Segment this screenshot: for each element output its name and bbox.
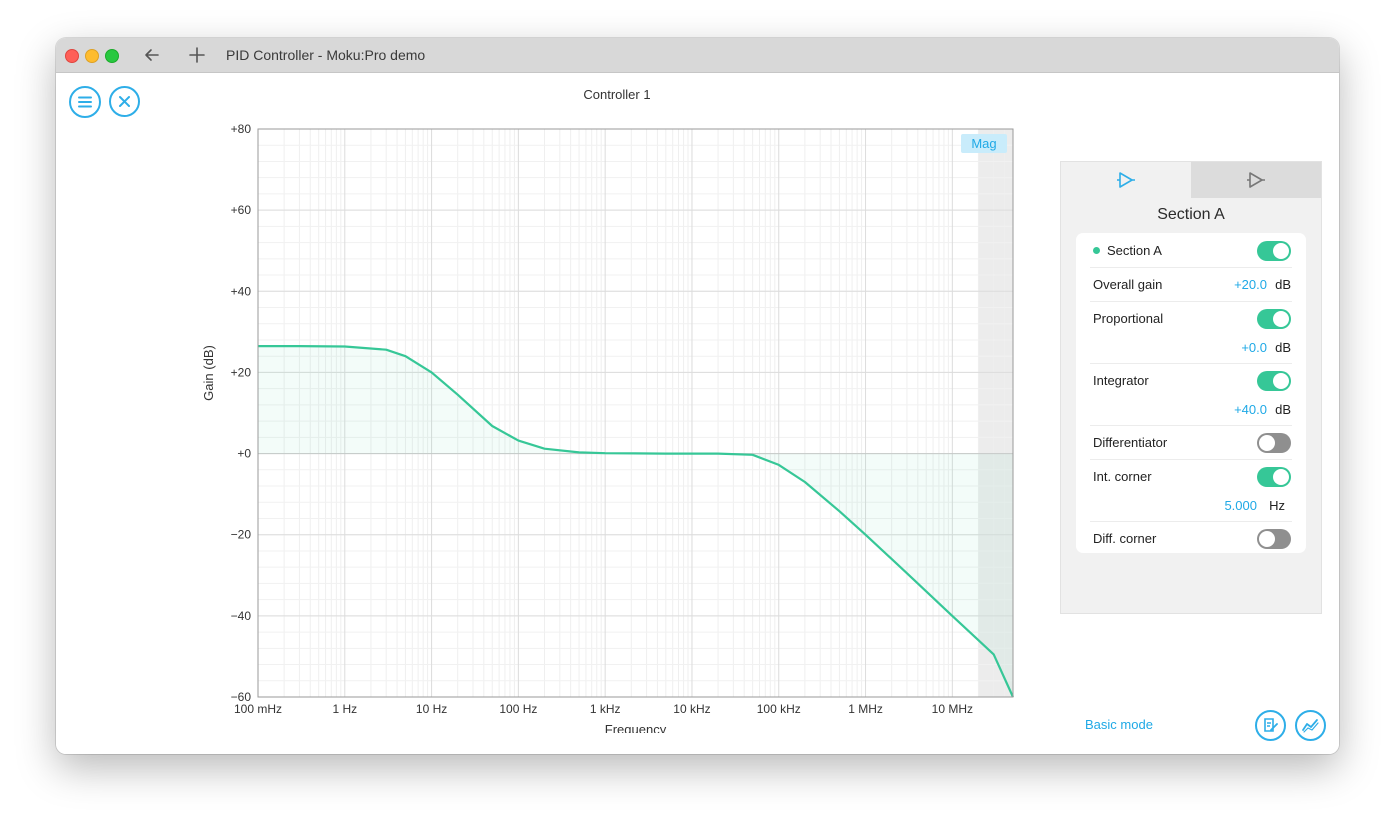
back-arrow-icon[interactable] [141,44,163,66]
mag-badge-label: Mag [971,136,996,151]
y-tick-label: −40 [231,609,252,623]
bode-chart[interactable]: 100 mHz 1 Hz 10 Hz 100 Hz 1 kHz 10 kHz 100 kHz… [196,93,1026,733]
tab-section-a[interactable] [1061,162,1191,198]
y-tick-label: +60 [231,203,252,217]
x-tick-label: 10 Hz [416,702,447,716]
section-enable-label: Section A [1107,243,1162,258]
title-bar: PID Controller - Moku:Pro demo [56,38,1339,73]
section-tabs [1061,162,1321,198]
int-corner-row: Int. corner [1093,467,1291,487]
x-tick-label: 100 Hz [499,702,537,716]
close-icon [119,96,130,107]
window-title: PID Controller - Moku:Pro demo [226,47,426,63]
x-tick-label: 1 MHz [848,702,883,716]
diff-corner-toggle[interactable] [1257,529,1291,549]
close-button[interactable] [109,86,140,117]
x-tick-label: 1 Hz [332,702,357,716]
y-tick-label: −60 [231,690,252,704]
x-tick-label: 100 kHz [757,702,801,716]
plot-background [258,129,1013,697]
proportional-value-row: +0.0 dB [1093,338,1291,358]
integrator-value[interactable]: +40.0 [1234,402,1267,417]
tab-section-b[interactable] [1191,162,1321,198]
y-tick-label: −20 [231,528,252,542]
proportional-toggle[interactable] [1257,309,1291,329]
amplifier-icon [1117,172,1135,188]
y-tick-label: +20 [231,365,252,379]
proportional-unit: dB [1275,340,1291,355]
int-corner-label: Int. corner [1093,469,1152,484]
section-title: Section A [1157,206,1225,223]
integrator-value-row: +40.0 dB [1093,400,1291,420]
overall-gain-unit: dB [1275,277,1291,292]
differentiator-toggle[interactable] [1257,433,1291,453]
main-content: Controller 1 100 mHz 1 Hz 10 Hz 100 Hz 1 kHz… [56,73,1339,754]
overall-gain-row: Overall gain +20.0 dB [1093,275,1291,295]
plus-icon[interactable] [186,44,208,66]
int-corner-unit: Hz [1269,498,1285,513]
section-enable-toggle[interactable] [1257,241,1291,261]
window-maximize-button[interactable] [105,49,119,63]
edit-notes-icon [1264,718,1278,732]
x-tick-label: 10 MHz [932,702,973,716]
measurements-button[interactable] [1295,710,1326,741]
differentiator-label: Differentiator [1093,435,1168,450]
diff-corner-row: Diff. corner [1093,529,1291,549]
integrator-toggle[interactable] [1257,371,1291,391]
y-tick-label: +0 [237,447,251,461]
x-tick-label: 1 kHz [590,702,621,716]
proportional-label: Proportional [1093,311,1164,326]
section-settings-card: Section A Overall gain +20.0 dB Proporti… [1076,233,1306,553]
hamburger-icon [78,96,92,108]
section-enable-row: Section A [1093,241,1291,261]
differentiator-row: Differentiator [1093,433,1291,453]
window-close-button[interactable] [65,49,79,63]
out-of-band-region [978,129,1013,697]
mag-badge [961,134,1007,153]
overall-gain-label: Overall gain [1093,277,1163,292]
integrator-label: Integrator [1093,373,1149,388]
plot-frame [257,128,1014,698]
x-axis-label: Frequency [605,722,667,733]
menu-button[interactable] [69,86,101,118]
int-corner-value[interactable]: 5.000 [1224,498,1257,513]
overall-gain-value[interactable]: +20.0 [1234,277,1267,292]
y-tick-label: +80 [231,122,252,136]
status-dot [1093,247,1100,254]
proportional-row: Proportional [1093,309,1291,329]
series-fill [258,346,1013,697]
integrator-row: Integrator [1093,371,1291,391]
proportional-value[interactable]: +0.0 [1241,340,1267,355]
basic-mode-link[interactable]: Basic mode [1085,717,1153,732]
y-tick-label: +40 [231,284,252,298]
app-window: PID Controller - Moku:Pro demo Controlle… [56,38,1339,754]
section-panel: Section A Section A Overall gain +20.0 d… [1060,161,1322,614]
trend-line-icon [1302,719,1319,733]
int-corner-value-row: 5.000 Hz [1093,496,1291,516]
notes-button[interactable] [1255,710,1286,741]
x-tick-label: 10 kHz [673,702,710,716]
diff-corner-label: Diff. corner [1093,531,1157,546]
int-corner-toggle[interactable] [1257,467,1291,487]
y-axis-label: Gain (dB) [201,345,216,401]
amplifier-icon [1247,172,1265,188]
page-title: Controller 1 [583,87,651,102]
integrator-unit: dB [1275,402,1291,417]
series-line [258,345,1015,698]
window-minimize-button[interactable] [85,49,99,63]
x-tick-label: 100 mHz [234,702,282,716]
